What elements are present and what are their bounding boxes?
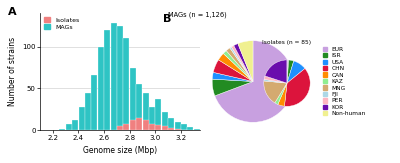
Wedge shape	[218, 53, 253, 82]
Wedge shape	[287, 61, 305, 83]
Bar	[117, 26, 123, 130]
Bar	[72, 119, 78, 130]
Bar	[181, 124, 187, 130]
Wedge shape	[234, 44, 253, 82]
Bar	[60, 129, 65, 130]
Legend: EUR, ISR, USA, CHN, CAN, KAZ, MNG, FJI, PER, KOR, Non-human: EUR, ISR, USA, CHN, CAN, KAZ, MNG, FJI, …	[323, 47, 366, 116]
Bar	[168, 118, 174, 130]
Bar	[117, 126, 123, 130]
Bar	[162, 126, 168, 130]
Bar	[98, 47, 104, 130]
Bar	[149, 107, 155, 130]
Bar	[79, 107, 84, 130]
Bar	[66, 124, 72, 130]
Bar	[124, 38, 129, 130]
Bar	[130, 67, 136, 130]
Bar	[168, 128, 174, 130]
Wedge shape	[212, 79, 253, 96]
Bar	[188, 127, 193, 130]
Bar	[136, 84, 142, 130]
Bar	[149, 124, 155, 130]
Bar	[130, 120, 136, 130]
Bar	[162, 112, 168, 130]
Bar	[143, 120, 148, 130]
Bar	[156, 99, 161, 130]
Text: MAGs (n = 1,126): MAGs (n = 1,126)	[168, 12, 226, 18]
Bar	[111, 23, 116, 130]
Wedge shape	[287, 60, 289, 83]
Y-axis label: Number of strains: Number of strains	[8, 37, 17, 106]
Text: A: A	[8, 7, 17, 17]
Wedge shape	[226, 48, 253, 82]
Bar	[156, 125, 161, 130]
Text: B: B	[163, 14, 172, 24]
Wedge shape	[278, 83, 287, 106]
Bar	[143, 93, 148, 130]
Bar	[85, 93, 91, 130]
Wedge shape	[212, 72, 253, 82]
Wedge shape	[231, 45, 253, 82]
Legend: Isolates, MAGs: Isolates, MAGs	[43, 16, 80, 31]
Wedge shape	[213, 60, 253, 82]
Text: Isolates (n = 85): Isolates (n = 85)	[262, 40, 312, 45]
Wedge shape	[230, 47, 253, 82]
Wedge shape	[215, 41, 294, 122]
Bar	[136, 118, 142, 130]
Wedge shape	[264, 76, 287, 83]
Bar	[104, 30, 110, 130]
Wedge shape	[264, 81, 287, 103]
Bar	[194, 129, 200, 130]
Wedge shape	[284, 68, 310, 106]
Wedge shape	[238, 41, 253, 82]
Bar	[175, 129, 180, 130]
Bar	[175, 122, 180, 130]
Wedge shape	[264, 79, 287, 83]
Wedge shape	[275, 83, 287, 104]
Bar	[124, 124, 129, 130]
Bar	[92, 75, 97, 130]
Wedge shape	[287, 60, 294, 83]
X-axis label: Genome size (Mbp): Genome size (Mbp)	[83, 146, 157, 155]
Wedge shape	[265, 60, 287, 83]
Wedge shape	[223, 51, 253, 82]
